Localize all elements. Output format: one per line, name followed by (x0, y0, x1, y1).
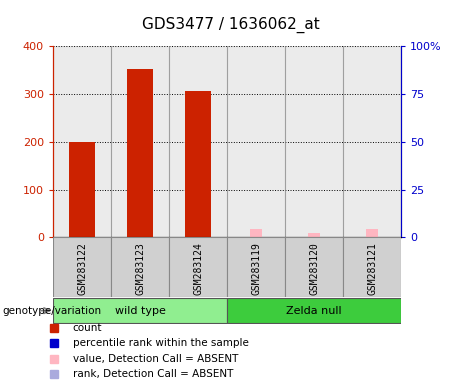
Bar (185, 91, 211, 237)
Bar (127, 69, 153, 237)
Text: percentile rank within the sample: percentile rank within the sample (73, 338, 249, 348)
Text: GSM283119: GSM283119 (251, 242, 261, 295)
Bar (111, 46, 169, 237)
Bar (169, 46, 227, 237)
Text: count: count (73, 323, 102, 333)
Bar (343, 46, 401, 237)
Text: wild type: wild type (115, 306, 165, 316)
Bar (343, 237, 401, 297)
Text: GSM283120: GSM283120 (309, 242, 319, 295)
Text: Zelda null: Zelda null (286, 306, 342, 316)
Bar (285, 237, 343, 297)
Bar (53, 237, 111, 297)
Bar (227, 46, 285, 237)
Text: rank, Detection Call = ABSENT: rank, Detection Call = ABSENT (73, 369, 233, 379)
Bar (227, 237, 285, 297)
Text: GDS3477 / 1636062_at: GDS3477 / 1636062_at (142, 17, 319, 33)
Text: GSM283121: GSM283121 (367, 242, 377, 295)
Bar (250, 229, 262, 237)
Bar (111, 237, 169, 297)
Bar (285, 46, 343, 237)
Text: genotype/variation: genotype/variation (2, 306, 101, 316)
Bar (169, 237, 227, 297)
Text: GSM283122: GSM283122 (77, 242, 87, 295)
Bar (308, 233, 320, 237)
Text: GSM283123: GSM283123 (135, 242, 145, 295)
Bar (53, 46, 111, 237)
Bar (366, 229, 378, 237)
Text: value, Detection Call = ABSENT: value, Detection Call = ABSENT (73, 354, 238, 364)
Bar (53, 298, 227, 323)
Bar (69, 142, 95, 237)
Text: GSM283124: GSM283124 (193, 242, 203, 295)
Bar (227, 298, 401, 323)
